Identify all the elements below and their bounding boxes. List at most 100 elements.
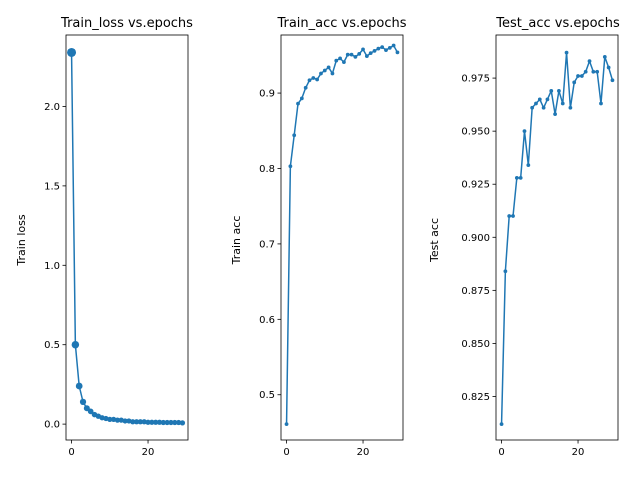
data-point	[602, 54, 607, 59]
data-point	[330, 71, 335, 76]
data-point	[296, 101, 300, 106]
data-point	[311, 76, 316, 80]
data-point	[319, 71, 323, 76]
y-tick-label: 0.9	[259, 89, 275, 100]
data-point	[179, 420, 186, 426]
data-point	[315, 77, 320, 82]
y-tick-label: 0.850	[461, 339, 490, 350]
data-point	[579, 74, 584, 78]
x-tick-label: 0	[498, 447, 504, 458]
data-point	[380, 45, 385, 49]
data-point	[583, 69, 588, 74]
data-point	[541, 105, 546, 110]
data-point	[395, 50, 400, 55]
data-point	[107, 416, 113, 422]
data-point	[153, 419, 159, 425]
data-point	[599, 101, 603, 106]
data-point	[130, 419, 136, 425]
data-point	[526, 163, 531, 167]
data-point	[595, 69, 600, 74]
chart-panel-test-acc: Test_acc vs.epochs Test acc 0 20 0.825 0.85…	[428, 16, 620, 458]
data-point	[511, 214, 515, 218]
data-point	[576, 74, 580, 78]
data-point	[122, 418, 128, 424]
y-tick-label: 0.825	[461, 392, 490, 403]
data-point	[67, 47, 77, 57]
data-point	[353, 54, 358, 59]
data-point	[553, 112, 557, 117]
data-point	[345, 52, 350, 57]
data-point	[376, 46, 381, 51]
data-point	[507, 214, 512, 218]
data-point	[391, 43, 396, 48]
data-point	[114, 417, 121, 423]
data-point	[164, 419, 170, 426]
data-point	[610, 78, 615, 83]
data-point	[499, 422, 504, 426]
data-point	[307, 78, 312, 83]
y-tick-label: 0.0	[44, 420, 60, 431]
data-point	[545, 97, 550, 102]
chart-title: Test_acc vs.epochs	[495, 16, 620, 31]
series-line	[500, 51, 614, 425]
data-point	[557, 88, 561, 93]
data-point	[133, 419, 140, 425]
data-point	[514, 175, 519, 180]
data-point	[334, 58, 339, 63]
data-point	[357, 51, 362, 56]
y-tick-label: 0.5	[44, 340, 60, 351]
data-point	[71, 340, 80, 349]
y-axis-label: Train loss	[15, 214, 28, 266]
data-point	[349, 52, 354, 57]
data-point	[149, 419, 155, 425]
data-point	[338, 56, 342, 61]
data-point	[518, 175, 523, 180]
series-line	[70, 52, 183, 424]
data-point	[75, 382, 83, 390]
data-point	[384, 48, 388, 52]
data-point	[172, 419, 178, 426]
y-tick-label: 0.975	[461, 74, 490, 85]
data-point	[522, 129, 527, 134]
data-point	[322, 68, 327, 73]
axes-frame	[280, 34, 404, 441]
plot-area: 0 20 0.0 0.5 1.0 1.5 2.0	[44, 34, 189, 458]
chart-title: Train_loss vs.epochs	[60, 16, 193, 31]
data-point	[361, 47, 365, 52]
plot-area: 0 20 0.825 0.850 0.875 0.900 0.925 0.950 0.975	[461, 34, 619, 458]
data-point	[364, 54, 369, 58]
chart-panel-train-loss: Train_loss vs.epochs Train loss 0 20 0.0 0.…	[15, 16, 193, 458]
y-tick-label: 1.0	[44, 261, 60, 272]
data-point	[288, 164, 293, 169]
data-point	[387, 45, 392, 50]
data-point	[564, 50, 569, 55]
data-point	[160, 419, 166, 426]
y-tick-label: 1.5	[44, 181, 60, 192]
data-point	[168, 419, 174, 426]
data-point	[292, 133, 297, 138]
x-tick-label: 0	[283, 447, 289, 458]
data-point	[606, 65, 611, 70]
y-tick-label: 0.6	[259, 315, 275, 326]
data-point	[87, 408, 94, 415]
y-tick-label: 0.5	[259, 390, 275, 401]
data-point	[79, 398, 87, 406]
data-point	[530, 105, 535, 110]
data-point	[591, 69, 596, 74]
data-point	[299, 96, 304, 101]
data-point	[534, 101, 538, 106]
data-point	[83, 405, 90, 412]
data-point	[326, 65, 331, 70]
x-tick-label: 20	[572, 447, 585, 458]
x-tick-label: 20	[142, 447, 155, 458]
y-axis-label: Train acc	[230, 216, 243, 266]
chart-title: Train_acc vs.epochs	[276, 16, 406, 31]
data-point	[303, 85, 308, 90]
data-point	[342, 60, 346, 65]
series-line	[285, 44, 399, 425]
data-point	[560, 101, 565, 106]
y-tick-label: 0.8	[259, 164, 275, 175]
x-tick-label: 0	[68, 447, 74, 458]
y-tick-label: 0.925	[461, 180, 490, 191]
